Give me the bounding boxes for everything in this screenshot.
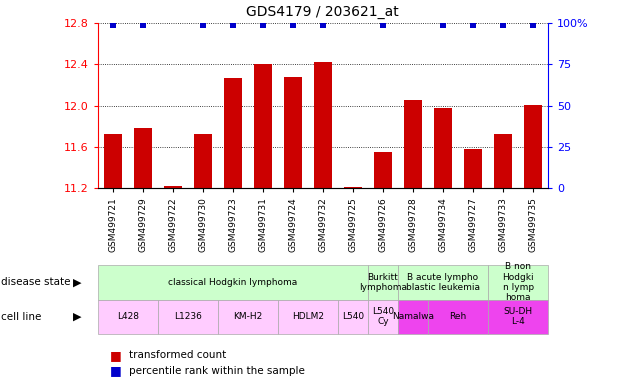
Bar xyxy=(158,300,218,334)
Text: ▶: ▶ xyxy=(74,277,82,287)
Bar xyxy=(284,77,302,188)
Bar xyxy=(194,134,212,188)
Text: SU-DH
L-4: SU-DH L-4 xyxy=(503,307,532,326)
Text: Namalwa: Namalwa xyxy=(392,312,434,321)
Bar xyxy=(98,300,158,334)
Bar xyxy=(434,108,452,188)
Text: disease state: disease state xyxy=(1,277,70,287)
Bar xyxy=(524,104,542,188)
Text: KM-H2: KM-H2 xyxy=(233,312,263,321)
Text: L1236: L1236 xyxy=(174,312,202,321)
Bar xyxy=(98,265,368,300)
Bar xyxy=(164,186,181,188)
Text: Burkitt
lymphoma: Burkitt lymphoma xyxy=(359,273,407,292)
Bar xyxy=(398,300,428,334)
Bar xyxy=(374,152,392,188)
Bar xyxy=(104,134,122,188)
Text: percentile rank within the sample: percentile rank within the sample xyxy=(129,366,305,376)
Bar xyxy=(398,265,488,300)
Bar xyxy=(218,300,278,334)
Bar xyxy=(134,128,152,188)
Bar xyxy=(254,64,272,188)
Text: L540: L540 xyxy=(342,312,364,321)
Text: B non
Hodgki
n lymp
homa: B non Hodgki n lymp homa xyxy=(502,262,534,302)
Text: L428: L428 xyxy=(117,312,139,321)
Bar xyxy=(368,265,398,300)
Text: cell line: cell line xyxy=(1,312,41,322)
Bar xyxy=(404,101,422,188)
Bar xyxy=(464,149,482,188)
Text: Reh: Reh xyxy=(449,312,467,321)
Bar xyxy=(494,134,512,188)
Text: ■: ■ xyxy=(110,349,122,362)
Title: GDS4179 / 203621_at: GDS4179 / 203621_at xyxy=(246,5,399,19)
Bar xyxy=(278,300,338,334)
Bar xyxy=(344,187,362,188)
Bar xyxy=(368,300,398,334)
Text: HDLM2: HDLM2 xyxy=(292,312,324,321)
Text: ■: ■ xyxy=(110,364,122,377)
Text: L540
Cy: L540 Cy xyxy=(372,307,394,326)
Text: B acute lympho
blastic leukemia: B acute lympho blastic leukemia xyxy=(406,273,480,292)
Text: classical Hodgkin lymphoma: classical Hodgkin lymphoma xyxy=(168,278,297,287)
Bar xyxy=(338,300,368,334)
Text: transformed count: transformed count xyxy=(129,350,226,360)
Bar xyxy=(314,62,332,188)
Bar xyxy=(488,265,548,300)
Text: ▶: ▶ xyxy=(74,312,82,322)
Bar xyxy=(488,300,548,334)
Bar xyxy=(224,78,242,188)
Bar xyxy=(428,300,488,334)
